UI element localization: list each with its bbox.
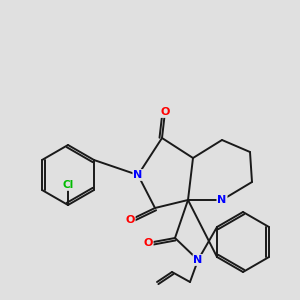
Text: O: O [160,107,170,117]
Text: N: N [218,195,226,205]
Text: O: O [143,238,153,248]
Text: N: N [134,170,142,180]
Text: O: O [125,215,135,225]
Text: N: N [194,255,202,265]
Text: Cl: Cl [62,180,74,190]
